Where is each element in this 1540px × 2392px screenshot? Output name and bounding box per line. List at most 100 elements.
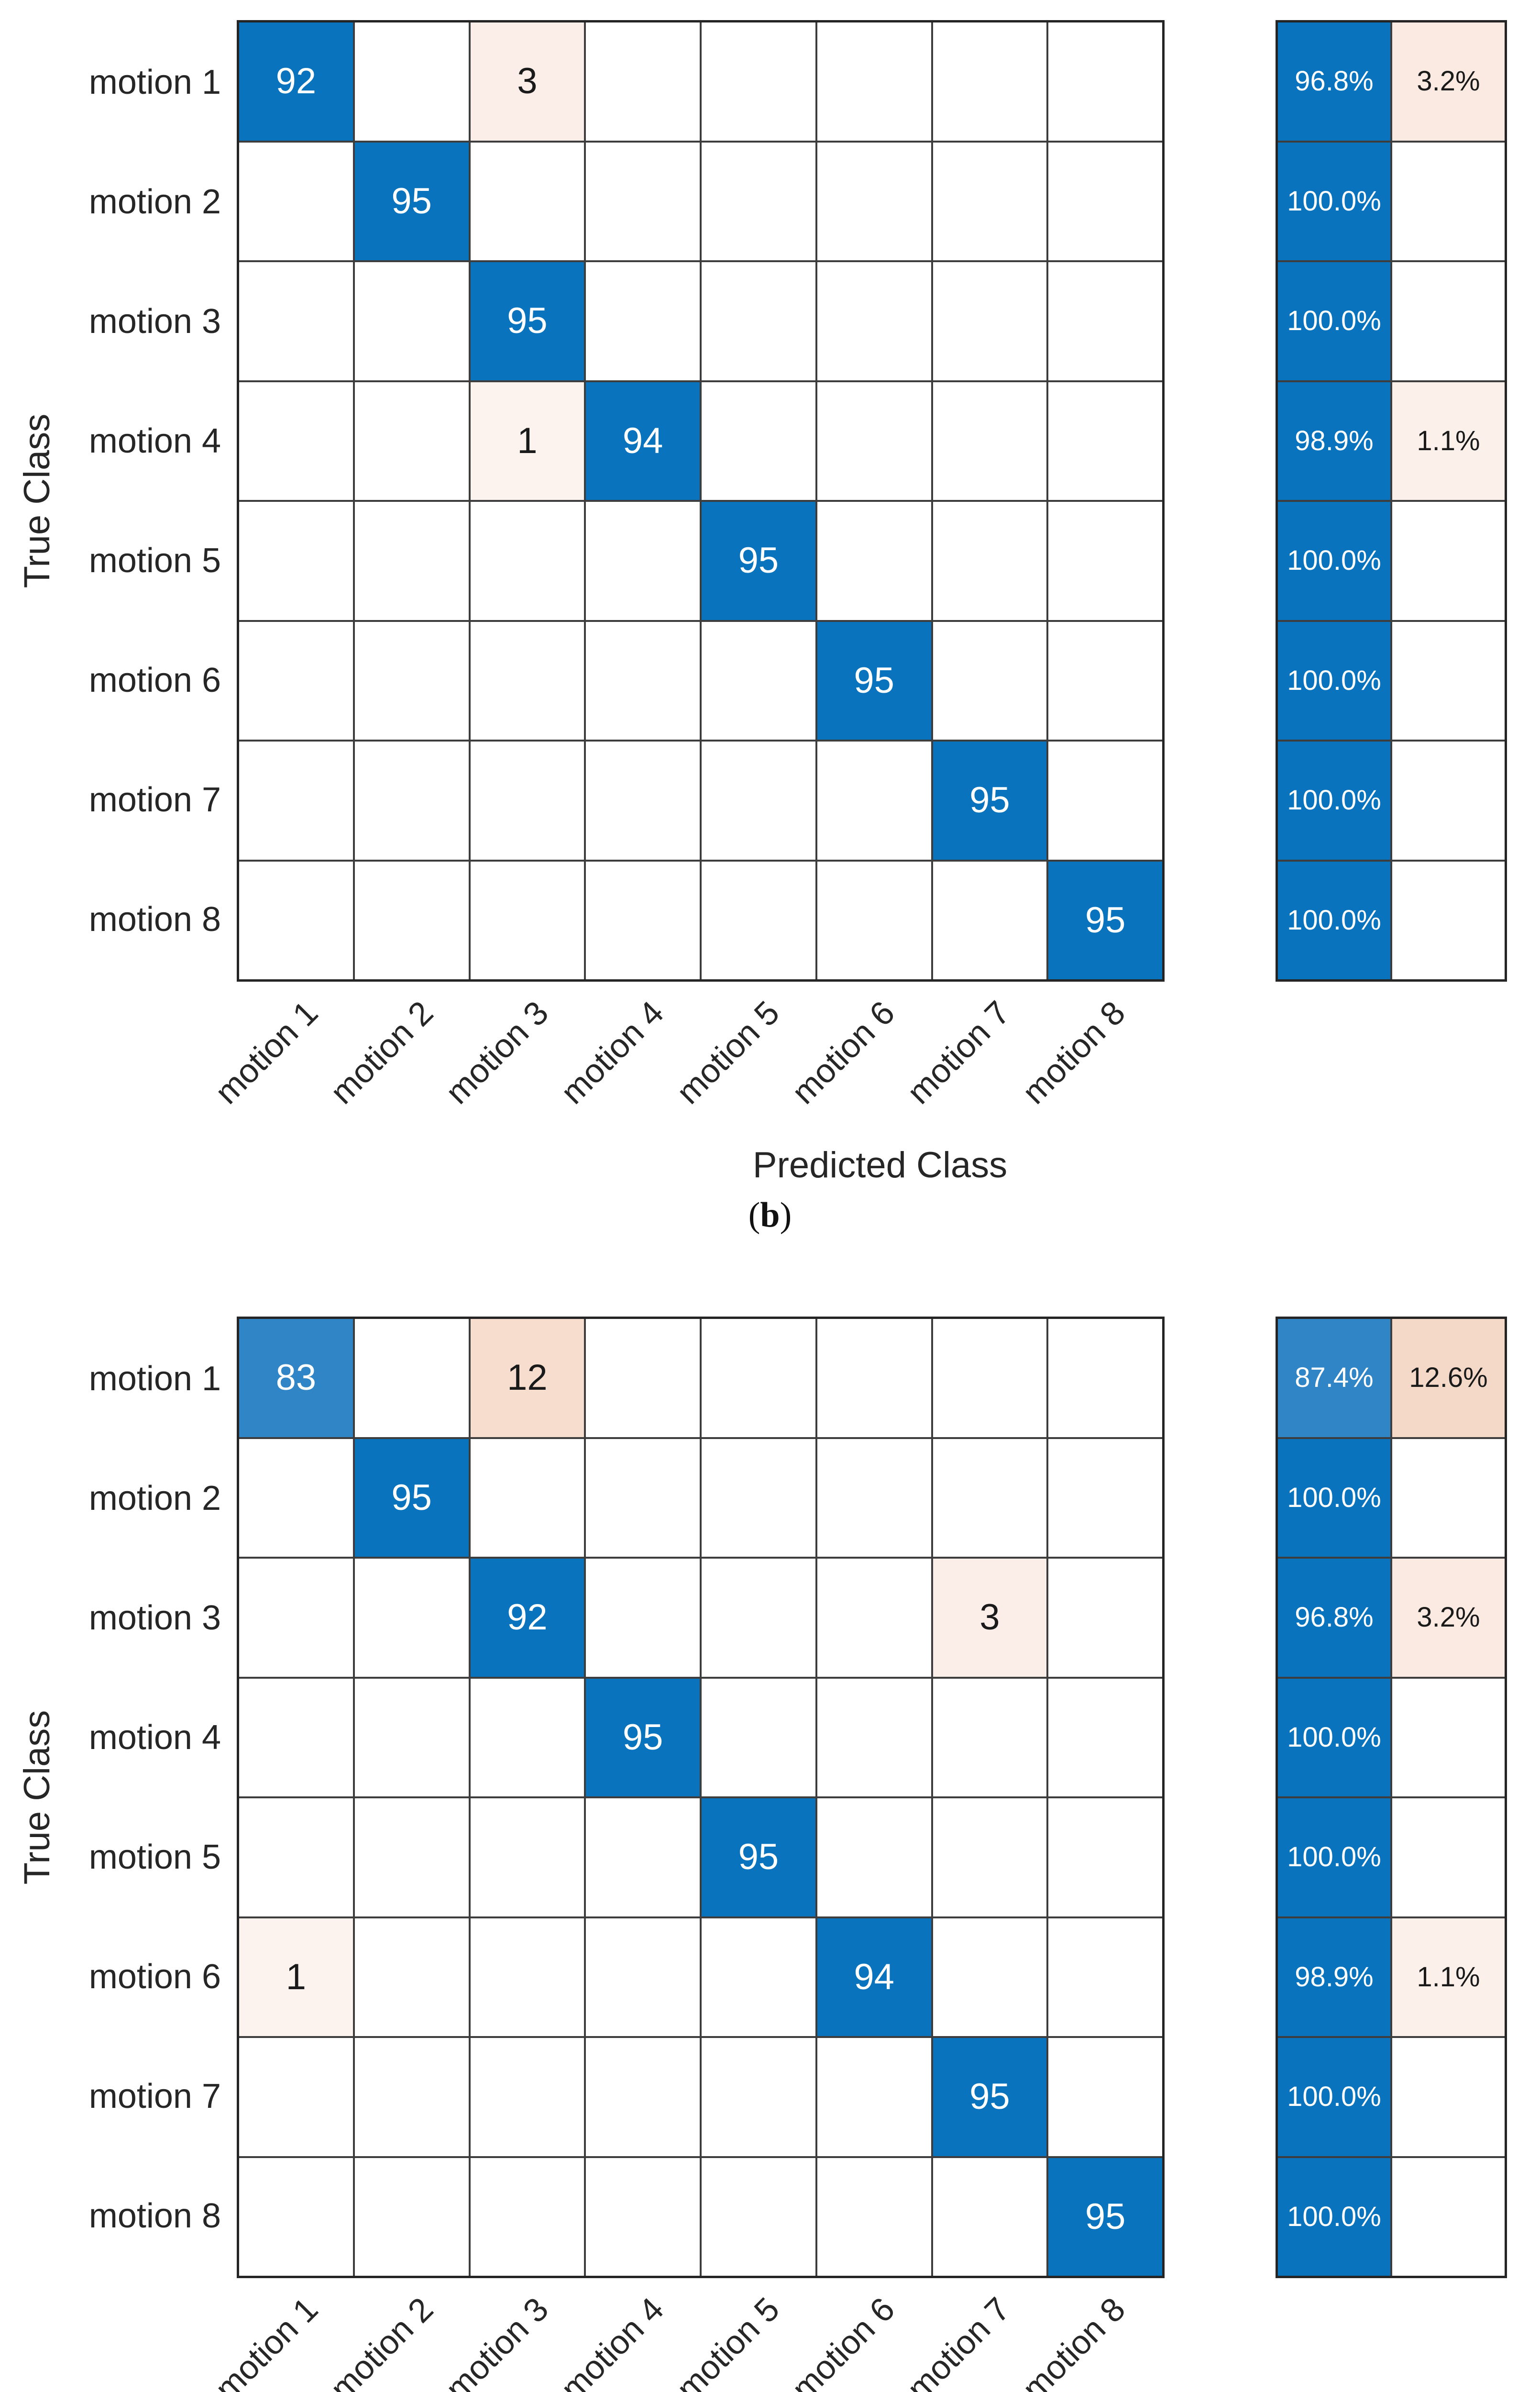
matrix-cell-r1c2 [354,22,469,141]
matrix-cell-r2c2: 95 [354,142,469,260]
matrix-cell-r2c4 [586,1439,700,1557]
y-tick-label-motion-6: motion 6 [88,661,221,699]
matrix-cell-r4c1 [239,1678,353,1796]
summary-cell-r3-col1: 100.0% [1278,262,1390,380]
matrix-cell-r1c4 [586,22,700,141]
y-tick-label-motion-7: motion 7 [88,2077,221,2115]
matrix-cell-r1c5 [702,22,815,141]
summary-cell-r4-col1: 100.0% [1278,1678,1390,1796]
matrix-cell-r8c5 [702,861,815,979]
matrix-cell-r3c3: 95 [470,262,584,380]
matrix-cell-r5c1 [239,502,353,620]
summary-cell-r7-col1: 100.0% [1278,2038,1390,2156]
y-tick-label-motion-4: motion 4 [88,422,221,460]
matrix-cell-r2c3 [470,1439,584,1557]
summary-cell-r3-col2 [1392,262,1505,380]
y-tick-label-motion-1: motion 1 [88,63,221,101]
matrix-cell-r8c6 [817,2158,931,2276]
confusion-matrix-grid: 92 3 95 95 1 94 95 95 95 95 [237,20,1165,982]
matrix-cell-r7c1 [239,2038,353,2156]
matrix-cell-r8c2 [354,2158,469,2276]
matrix-cell-r5c3 [470,1798,584,1916]
matrix-cell-r4c2 [354,382,469,500]
matrix-cell-r4c6 [817,1678,931,1796]
matrix-cell-r2c7 [933,1439,1047,1557]
matrix-cell-r8c8: 95 [1048,861,1162,979]
matrix-cell-r5c4 [586,502,700,620]
matrix-cell-r1c1: 83 [239,1319,353,1437]
matrix-cell-r5c8 [1048,502,1162,620]
matrix-cell-r5c1 [239,1798,353,1916]
matrix-cell-r4c3 [470,1678,584,1796]
summary-cell-r2-col2 [1392,142,1505,260]
matrix-cell-r4c8 [1048,382,1162,500]
matrix-cell-r2c1 [239,142,353,260]
summary-cell-r6-col1: 100.0% [1278,621,1390,740]
matrix-cell-r6c4 [586,1918,700,2036]
matrix-cell-r6c7 [933,621,1047,740]
matrix-cell-r3c7 [933,262,1047,380]
matrix-cell-r1c2 [354,1319,469,1437]
matrix-cell-r3c8 [1048,262,1162,380]
matrix-cell-r8c2 [354,861,469,979]
matrix-cell-r6c6: 94 [817,1918,931,2036]
matrix-cell-r5c2 [354,1798,469,1916]
matrix-cell-r6c3 [470,1918,584,2036]
matrix-cell-r4c2 [354,1678,469,1796]
x-tick-label-motion-1: motion 1 [208,2290,325,2392]
matrix-cell-r1c8 [1048,22,1162,141]
matrix-cell-r8c4 [586,2158,700,2276]
matrix-cell-r6c1: 1 [239,1918,353,2036]
summary-cell-r1-col1: 87.4% [1278,1319,1390,1437]
matrix-cell-r7c6 [817,742,931,860]
matrix-cell-r7c8 [1048,742,1162,860]
matrix-cell-r8c7 [933,2158,1047,2276]
summary-cell-r7-col2 [1392,2038,1505,2156]
matrix-cell-r3c1 [239,262,353,380]
matrix-cell-r7c8 [1048,2038,1162,2156]
summary-cell-r4-col2: 1.1% [1392,382,1505,500]
summary-cell-r5-col1: 100.0% [1278,502,1390,620]
caption-letter: b [760,1196,780,1235]
matrix-cell-r2c5 [702,1439,815,1557]
matrix-cell-r2c3 [470,142,584,260]
matrix-cell-r5c2 [354,502,469,620]
matrix-cell-r8c8: 95 [1048,2158,1162,2276]
row-summary-grid: 96.8% 3.2% 100.0% 100.0% 98.9% 1.1% 100.0% 100.… [1276,20,1507,982]
panel-caption: (b) [627,1193,913,1237]
matrix-cell-r7c7: 95 [933,2038,1047,2156]
y-tick-label-motion-5: motion 5 [88,542,221,580]
matrix-cell-r7c2 [354,742,469,860]
matrix-cell-r3c5 [702,1559,815,1677]
summary-cell-r3-col1: 96.8% [1278,1559,1390,1677]
matrix-cell-r2c7 [933,142,1047,260]
matrix-cell-r7c1 [239,742,353,860]
matrix-cell-r7c3 [470,742,584,860]
matrix-cell-r8c3 [470,861,584,979]
summary-cell-r1-col2: 3.2% [1392,22,1505,141]
matrix-cell-r3c7: 3 [933,1559,1047,1677]
matrix-cell-r5c8 [1048,1798,1162,1916]
matrix-cell-r5c3 [470,502,584,620]
y-tick-label-motion-8: motion 8 [88,900,221,939]
matrix-cell-r3c3: 92 [470,1559,584,1677]
matrix-cell-r6c7 [933,1918,1047,2036]
matrix-cell-r6c8 [1048,621,1162,740]
matrix-cell-r8c7 [933,861,1047,979]
matrix-cell-r4c7 [933,382,1047,500]
matrix-cell-r3c1 [239,1559,353,1677]
summary-cell-r1-col1: 96.8% [1278,22,1390,141]
matrix-cell-r1c7 [933,1319,1047,1437]
summary-cell-r4-col1: 98.9% [1278,382,1390,500]
matrix-cell-r5c6 [817,502,931,620]
matrix-cell-r3c8 [1048,1559,1162,1677]
summary-cell-r1-col2: 12.6% [1392,1319,1505,1437]
matrix-cell-r5c6 [817,1798,931,1916]
matrix-cell-r1c7 [933,22,1047,141]
summary-cell-r5-col2 [1392,502,1505,620]
caption-open-paren: ( [748,1196,760,1235]
matrix-cell-r3c5 [702,262,815,380]
matrix-cell-r7c3 [470,2038,584,2156]
matrix-cell-r2c8 [1048,142,1162,260]
matrix-cell-r4c8 [1048,1678,1162,1796]
